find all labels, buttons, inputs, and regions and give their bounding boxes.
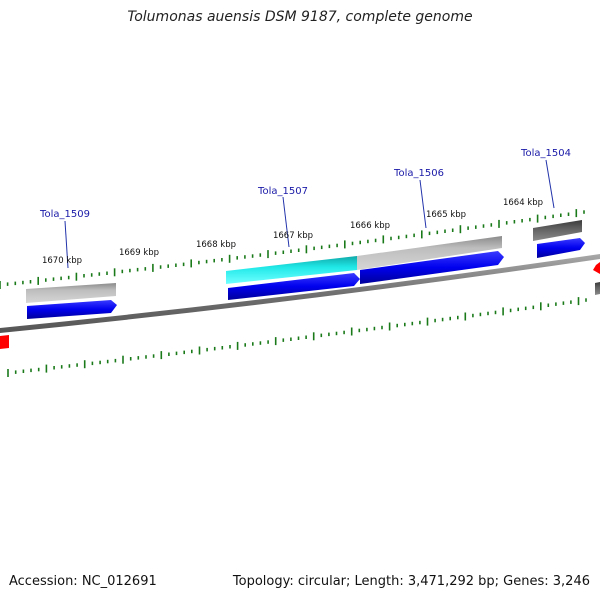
label-link-tola-1504	[545, 159, 555, 209]
scale-label-1667: 1667 kbp	[273, 231, 313, 241]
scale-label-1669: 1669 kbp	[119, 248, 159, 258]
cds-arrow-tola-1507[interactable]	[228, 273, 360, 300]
red-marker-right[interactable]	[593, 262, 600, 274]
label-link-tola-1506	[419, 179, 427, 229]
cds-arrow-tola-1506[interactable]	[360, 251, 504, 284]
scale-label-1670: 1670 kbp	[42, 256, 82, 266]
label-link-tola-1509	[64, 220, 69, 269]
gene-edge-dark[interactable]	[595, 282, 600, 295]
gene-label-tola-1504[interactable]: Tola_1504	[520, 148, 571, 159]
label-link-tola-1507	[282, 196, 290, 248]
gene-tola-1507[interactable]	[226, 256, 357, 284]
cds-arrow-tola-1509[interactable]	[27, 300, 117, 319]
gene-tola-1504[interactable]	[533, 220, 582, 241]
scale-label-1668: 1668 kbp	[196, 240, 236, 250]
map-title: Tolumonas auensis DSM 9187, complete gen…	[127, 9, 473, 25]
scale-label-1665: 1665 kbp	[426, 210, 466, 220]
scale-label-1664: 1664 kbp	[503, 198, 543, 208]
genome-backbone	[0, 254, 600, 333]
gene-label-tola-1509[interactable]: Tola_1509	[39, 209, 90, 220]
gene-tola-1509[interactable]	[26, 283, 116, 303]
topology-text: Topology: circular; Length: 3,471,292 bp…	[232, 574, 590, 589]
cds-arrow-tola-1504[interactable]	[537, 238, 585, 258]
gene-label-tola-1506[interactable]: Tola_1506	[393, 168, 444, 179]
scale-label-1666: 1666 kbp	[350, 221, 390, 231]
scale-ticks	[0, 209, 587, 377]
accession-text: Accession: NC_012691	[9, 574, 157, 589]
gene-tola-1506[interactable]	[357, 236, 502, 270]
red-marker-left[interactable]	[0, 335, 9, 349]
gene-label-tola-1507[interactable]: Tola_1507	[257, 186, 308, 197]
